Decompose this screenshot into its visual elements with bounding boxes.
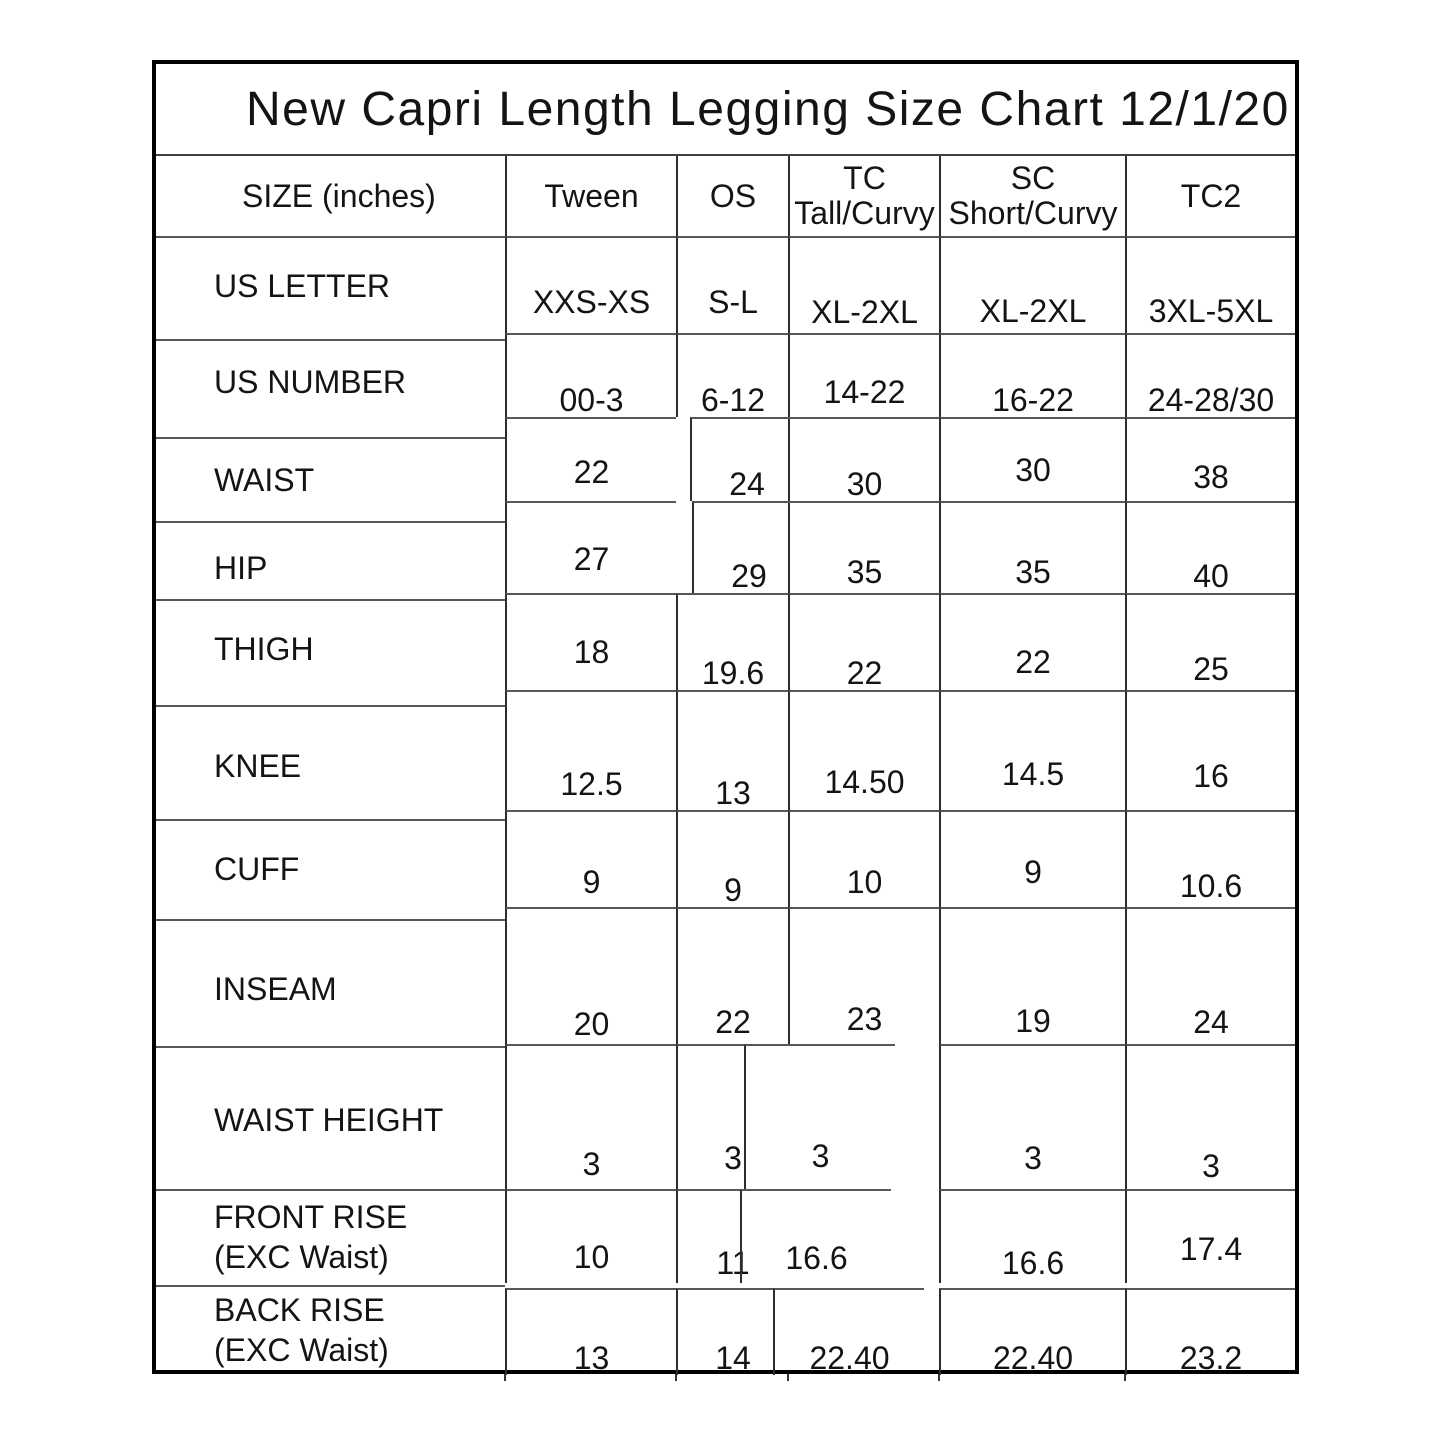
table-cell: 16-22: [939, 333, 1125, 417]
table-cell: 24: [690, 417, 802, 501]
row-label-waist: WAIST: [156, 437, 505, 521]
row-label-knee: KNEE: [156, 705, 505, 825]
column-line-tick: [1124, 1374, 1126, 1381]
table-cell: 00-3: [505, 333, 676, 417]
table-cell: 18: [505, 593, 676, 690]
table-cell: 22.40: [939, 1288, 1125, 1375]
column-header-size: SIZE (inches): [242, 177, 436, 214]
size-chart-table: New Capri Length Legging Size Chart 12/1…: [152, 60, 1299, 1375]
table-cell: 3: [744, 1044, 895, 1189]
row-label-us-number: US NUMBER: [156, 339, 505, 423]
table-cell: 16: [1125, 690, 1295, 810]
table-cell: 24: [1125, 907, 1295, 1044]
column-header-tc2: TC2: [1125, 156, 1295, 236]
row-label-hip: HIP: [156, 521, 505, 613]
table-cell: 22: [505, 417, 676, 501]
table-cell: 3: [1125, 1044, 1295, 1189]
table-cell: 20: [505, 907, 676, 1044]
table-cell: 6-12: [676, 333, 788, 417]
table-cell: 10: [788, 810, 939, 907]
table-cell: 27: [505, 501, 676, 593]
column-line-tick: [938, 1374, 940, 1381]
table-cell: 14.5: [939, 690, 1125, 810]
table-cell: 19.6: [676, 593, 788, 690]
chart-title: New Capri Length Legging Size Chart 12/1…: [156, 64, 1295, 156]
table-cell: 9: [676, 810, 788, 907]
table-cell: 29: [692, 501, 804, 593]
row-label-front-rise: FRONT RISE (EXC Waist): [156, 1189, 505, 1283]
table-cell: 3XL-5XL: [1125, 236, 1295, 333]
table-cell: 38: [1125, 417, 1295, 501]
table-cell: 14: [676, 1288, 788, 1375]
size-grid: SIZE (inches) Tween OS TC Tall/Curvy SC …: [156, 156, 1295, 1375]
table-cell: 17.4: [1125, 1189, 1295, 1283]
table-cell: 13: [676, 690, 788, 810]
table-cell: 35: [939, 501, 1125, 593]
table-cell: 10: [505, 1189, 676, 1283]
column-header-sc: SC Short/Curvy: [939, 156, 1125, 236]
table-cell: 14-22: [788, 333, 939, 417]
table-cell: 3: [676, 1044, 788, 1189]
table-cell: 13: [505, 1288, 676, 1375]
table-cell: 22: [788, 593, 939, 690]
table-cell: 12.5: [505, 690, 676, 810]
column-line-tick: [787, 1374, 789, 1381]
table-cell: 30: [788, 417, 939, 501]
table-cell: 22: [939, 593, 1125, 690]
column-header-os: OS: [676, 156, 788, 236]
table-cell: 40: [1125, 501, 1295, 593]
table-cell: 10.6: [1125, 810, 1295, 907]
table-cell: 14.50: [788, 690, 939, 810]
table-cell: 19: [939, 907, 1125, 1044]
column-header-tween: Tween: [505, 156, 676, 236]
table-cell: XXS-XS: [505, 236, 676, 333]
column-header-tc: TC Tall/Curvy: [788, 156, 939, 236]
row-label-cuff: CUFF: [156, 819, 505, 916]
row-label-inseam: INSEAM: [156, 919, 505, 1056]
table-cell: 9: [939, 810, 1125, 907]
table-cell: 22: [676, 907, 788, 1044]
row-label-waist-height: WAIST HEIGHT: [156, 1046, 505, 1191]
column-line-tick: [675, 1374, 677, 1381]
table-cell: 9: [505, 810, 676, 907]
row-label-back-rise: BACK RISE (EXC Waist): [156, 1285, 505, 1372]
table-cell: XL-2XL: [939, 236, 1125, 333]
table-cell: 23.2: [1125, 1288, 1295, 1375]
table-cell: XL-2XL: [788, 236, 939, 333]
row-label-us-letter: US LETTER: [156, 236, 505, 333]
table-cell: 35: [788, 501, 939, 593]
table-cell: 25: [1125, 593, 1295, 690]
table-cell: 23: [788, 907, 939, 1044]
table-cell: 24-28/30: [1125, 333, 1295, 417]
table-cell: 16.6: [740, 1189, 891, 1283]
table-cell: 3: [939, 1044, 1125, 1189]
table-cell: 3: [505, 1044, 676, 1189]
table-cell: 22.40: [773, 1288, 924, 1375]
table-cell: 16.6: [939, 1189, 1125, 1283]
table-cell: 30: [939, 417, 1125, 501]
table-cell: 11: [676, 1189, 788, 1283]
row-label-thigh: THIGH: [156, 599, 505, 696]
table-cell: S-L: [676, 236, 788, 333]
column-line-tick: [504, 1374, 506, 1381]
